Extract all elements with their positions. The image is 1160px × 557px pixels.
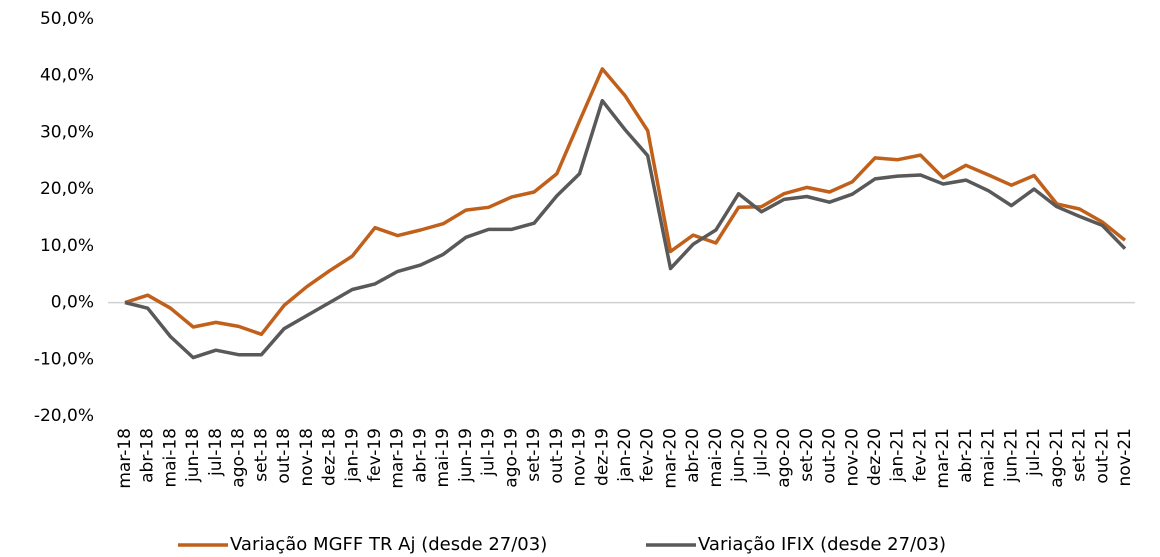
x-tick-label: ago-19 xyxy=(501,428,521,488)
x-tick-label: jan-19 xyxy=(342,428,362,483)
x-tick-label: mar-19 xyxy=(388,428,408,489)
y-tick-label: -10,0% xyxy=(34,349,94,369)
x-tick-label: nov-21 xyxy=(1115,428,1135,487)
x-tick-label: out-21 xyxy=(1092,428,1112,484)
x-tick-label: dez-19 xyxy=(592,428,612,486)
x-tick-label: nov-20 xyxy=(842,428,862,487)
x-tick-label: jul-21 xyxy=(1024,428,1044,477)
x-tick-label: jul-19 xyxy=(479,428,499,477)
x-tick-label: mar-18 xyxy=(115,428,135,489)
x-tick-label: fev-21 xyxy=(910,428,930,482)
x-tick-label: abr-19 xyxy=(410,428,430,483)
y-tick-label: 30,0% xyxy=(40,122,94,142)
x-tick-label: set-21 xyxy=(1070,428,1090,482)
x-tick-label: jun-18 xyxy=(183,428,203,483)
legend-label: Variação MGFF TR Aj (desde 27/03) xyxy=(230,534,547,555)
x-tick-label: out-19 xyxy=(547,428,567,484)
x-tick-label: jul-18 xyxy=(206,428,226,477)
x-tick-label: mai-21 xyxy=(979,428,999,487)
x-tick-label: mar-21 xyxy=(933,428,953,489)
x-tick-label: ago-18 xyxy=(229,428,249,488)
x-tick-label: mar-20 xyxy=(660,428,680,489)
x-tick-label: abr-21 xyxy=(956,428,976,483)
legend-label: Variação IFIX (desde 27/03) xyxy=(698,534,946,555)
x-tick-label: ago-20 xyxy=(774,428,794,488)
y-tick-label: 0,0% xyxy=(51,293,94,313)
x-tick-label: mai-20 xyxy=(706,428,726,487)
series-line xyxy=(124,67,1127,337)
y-tick-label: 10,0% xyxy=(40,236,94,256)
x-tick-label: fev-19 xyxy=(365,428,385,482)
x-tick-label: jun-20 xyxy=(729,428,749,483)
x-tick-label: set-18 xyxy=(251,428,271,482)
series-line xyxy=(124,98,1127,360)
x-tick-label: set-20 xyxy=(797,428,817,482)
x-tick-label: abr-20 xyxy=(683,428,703,483)
x-tick-label: jul-20 xyxy=(751,428,771,477)
x-tick-label: nov-18 xyxy=(297,428,317,487)
x-tick-label: set-19 xyxy=(524,428,544,482)
x-tick-label: mai-19 xyxy=(433,428,453,487)
x-tick-label: dez-18 xyxy=(320,428,340,486)
y-tick-label: -20,0% xyxy=(34,406,94,426)
x-tick-label: out-20 xyxy=(820,428,840,484)
x-tick-label: out-18 xyxy=(274,428,294,484)
x-tick-label: jan-21 xyxy=(888,428,908,483)
x-tick-label: jun-21 xyxy=(1001,428,1021,483)
x-tick-label: ago-21 xyxy=(1047,428,1067,488)
x-tick-label: jan-20 xyxy=(615,428,635,483)
x-tick-label: dez-20 xyxy=(865,428,885,486)
x-tick-label: fev-20 xyxy=(638,428,658,482)
y-tick-label: 40,0% xyxy=(40,66,94,86)
x-tick-label: mai-18 xyxy=(160,428,180,487)
y-tick-label: 50,0% xyxy=(40,9,94,29)
x-tick-label: nov-19 xyxy=(570,428,590,487)
x-tick-label: abr-18 xyxy=(138,428,158,483)
x-tick-label: jun-19 xyxy=(456,428,476,483)
y-tick-label: 20,0% xyxy=(40,179,94,199)
